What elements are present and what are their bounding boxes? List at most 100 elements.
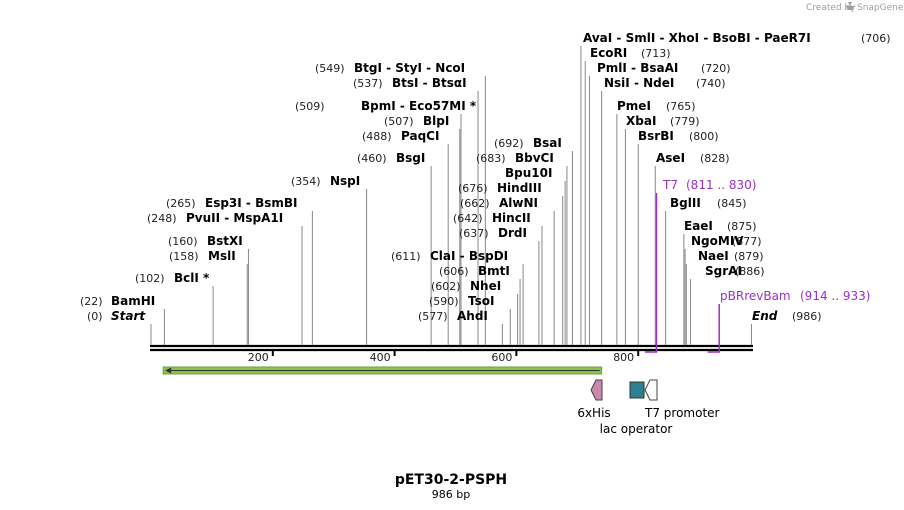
site-sgrai[interactable]: (886)SgrAI [690, 264, 765, 345]
site-tsoi[interactable]: (590) TsoI [429, 294, 511, 345]
site-bpu10i[interactable]: Bpu10I [505, 166, 566, 345]
site-msli[interactable]: (158) MslI [169, 249, 248, 345]
site-name: BmtI [478, 264, 510, 278]
site-position: (577) [418, 310, 448, 323]
created-by-text: Created by [806, 3, 856, 13]
site-name: TsoI [468, 294, 494, 308]
site-blpi[interactable]: (507) BlpI [384, 114, 461, 345]
site-bglii[interactable]: (845) BglII [665, 196, 747, 345]
site-esp3i[interactable]: (265) Esp3I - BsmBI [166, 196, 313, 345]
site-hindiii[interactable]: (676) HindIII [458, 181, 564, 345]
site-bmti[interactable]: (606) BmtI [439, 264, 521, 345]
ruler-tick-label: 200 [248, 351, 269, 364]
plasmid-size: 986 bp [432, 488, 470, 501]
site-ahdi[interactable]: (577) AhdI [418, 309, 503, 345]
ruler-tick-label: 400 [370, 351, 391, 364]
site-name: MslI [208, 249, 236, 263]
site-position: (637) [459, 227, 489, 240]
site-hincii[interactable]: (642) HincII [453, 211, 543, 345]
site-alwni[interactable]: (662) AlwNI [460, 196, 555, 345]
feature-label: T7 promoter [644, 406, 720, 420]
site-name: PvuII - MspA1I [186, 211, 283, 225]
site-btgi[interactable]: (549) BtgI - StyI - NcoI [315, 61, 486, 345]
site-name: Start [111, 309, 146, 323]
site-avai[interactable]: (706) AvaI - SmlI - XhoI - BsoBI - PaeR7I [580, 31, 891, 345]
site-position: (676) [458, 182, 488, 195]
site-start[interactable]: (0) Start [87, 309, 152, 345]
site-name: End [752, 309, 778, 323]
site-nhei[interactable]: (602) NheI [431, 279, 519, 345]
site-position: (158) [169, 250, 199, 263]
site-position: (800) [689, 130, 719, 143]
site-drdi[interactable]: (637) DrdI [459, 226, 540, 345]
site-position: (0) [87, 310, 103, 323]
site-name: EcoRI [590, 46, 627, 60]
site-position: (683) [476, 152, 506, 165]
his-tag-icon [590, 379, 603, 401]
feature-6xhis[interactable]: 6xHis [577, 379, 611, 420]
t7-promoter-icon [644, 379, 658, 401]
site-name: DrdI [498, 226, 527, 240]
site-nsii[interactable]: (740) NsiI - NdeI [601, 76, 726, 345]
site-bpmi[interactable]: (509) BpmI - Eco57MI * [295, 99, 477, 345]
site-name: BsgI [396, 151, 425, 165]
site-pvuii[interactable]: (248) PvuII - MspA1I [147, 211, 303, 345]
site-eaei[interactable]: (875) EaeI [683, 219, 757, 345]
feature-lac[interactable]: lac operator [600, 381, 673, 436]
primer-t7[interactable]: T7 (811 .. 830) [644, 178, 757, 353]
site-name: NaeI [698, 249, 729, 263]
site-name: Bpu10I [505, 166, 552, 180]
site-name: HindIII [497, 181, 542, 195]
restriction-sites: (0) Start(22) BamHI(102) BclI * (158) MslI(16… [80, 31, 891, 345]
site-naei[interactable]: (879) NaeI [685, 249, 764, 345]
site-name: PaqCI [401, 129, 439, 143]
site-pmei[interactable]: (765) PmeI [616, 99, 696, 345]
site-pmli[interactable]: (720) PmlI - BsaAI [588, 61, 731, 345]
site-position: (886) [735, 265, 765, 278]
primer-pbrrevbam[interactable]: pBRrevBam (914 .. 933) [707, 289, 871, 353]
lac-operator-icon [629, 381, 645, 399]
site-ngomiv[interactable]: (877)NgoMIV [684, 234, 762, 345]
site-name: NgoMIV [691, 234, 744, 248]
site-name: AhdI [457, 309, 488, 323]
site-position: (265) [166, 197, 196, 210]
site-ecori[interactable]: (713) EcoRI [584, 46, 671, 345]
features: 6xHis lac operator T7 promoter [162, 366, 720, 436]
site-bsgi[interactable]: (460) BsgI [357, 151, 432, 345]
site-xbai[interactable]: (779) XbaI [624, 114, 700, 345]
site-bstxi[interactable]: (160) BstXI [168, 234, 249, 345]
site-asei[interactable]: (828) AseI [654, 151, 730, 345]
site-position: (765) [666, 100, 696, 113]
site-bsai[interactable]: (692) BsaI [494, 136, 573, 345]
site-paqci[interactable]: (488) PaqCI [362, 129, 449, 345]
site-name: NsiI - NdeI [604, 76, 674, 90]
feature-orf[interactable] [162, 366, 603, 375]
site-name: BsaI [533, 136, 562, 150]
site-bsrbi[interactable]: (800) BsrBI [637, 129, 719, 345]
site-name: HincII [492, 211, 531, 225]
site-end[interactable]: (986) End [750, 309, 822, 345]
site-position: (877) [732, 235, 762, 248]
feature-t7prom[interactable]: T7 promoter [644, 379, 720, 420]
site-name: SgrAI [705, 264, 742, 278]
site-nspi[interactable]: (354) NspI [291, 174, 368, 345]
site-bamhi[interactable]: (22) BamHI [80, 294, 165, 345]
site-clai[interactable]: (611) ClaI - BspDI [391, 249, 524, 345]
site-name: PmlI - BsaAI [597, 61, 678, 75]
ruler-tick-label: 800 [613, 351, 634, 364]
site-name: EaeI [684, 219, 713, 233]
site-name: BclI * [174, 271, 210, 285]
site-position: (779) [670, 115, 700, 128]
site-bcli[interactable]: (102) BclI * [135, 271, 214, 345]
site-position: (602) [431, 280, 461, 293]
orf-arrow-icon [165, 367, 172, 374]
site-position: (713) [641, 47, 671, 60]
site-position: (845) [717, 197, 747, 210]
site-btsi[interactable]: (537) BtsI - BtsαI [353, 76, 479, 345]
site-position: (879) [734, 250, 764, 263]
site-name: BlpI [423, 114, 449, 128]
site-bbvci[interactable]: (683) BbvCI [476, 151, 568, 345]
site-name: PmeI [617, 99, 651, 113]
site-position: (662) [460, 197, 490, 210]
